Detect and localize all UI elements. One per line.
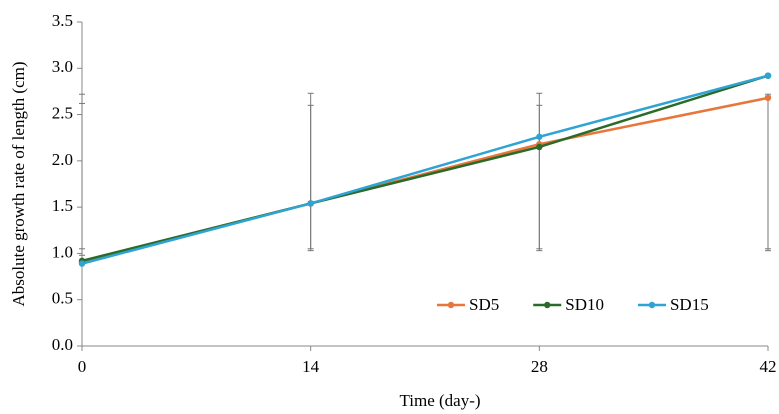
y-axis-title: Absolute growth rate of length (cm) [9,61,28,306]
x-tick-label: 14 [302,357,320,376]
legend-marker [648,301,656,309]
legend-label: SD10 [565,295,604,314]
point [536,143,543,151]
series-line [81,74,769,263]
point [764,72,772,79]
y-tick-label: 1.0 [52,242,73,261]
legend-label: SD5 [469,295,499,314]
legend-marker [447,301,455,309]
x-tick-label: 0 [78,357,87,376]
x-tick-label: 42 [760,357,777,376]
series-line [81,74,769,265]
point [764,94,772,102]
legend-marker [544,301,551,309]
y-tick-label: 0.0 [52,335,73,354]
point [307,200,314,207]
y-tick-label: 1.5 [52,196,73,215]
point [78,260,86,267]
y-tick-label: 2.5 [52,103,73,122]
y-tick-label: 3.5 [52,11,73,30]
x-tick-label: 28 [531,357,548,376]
x-axis-title: Time (day-) [399,391,480,410]
y-tick-label: 2.0 [52,150,73,169]
legend-label: SD15 [670,295,709,314]
y-tick-label: 3.0 [52,57,73,76]
point [536,133,543,140]
y-tick-label: 0.5 [52,289,73,308]
